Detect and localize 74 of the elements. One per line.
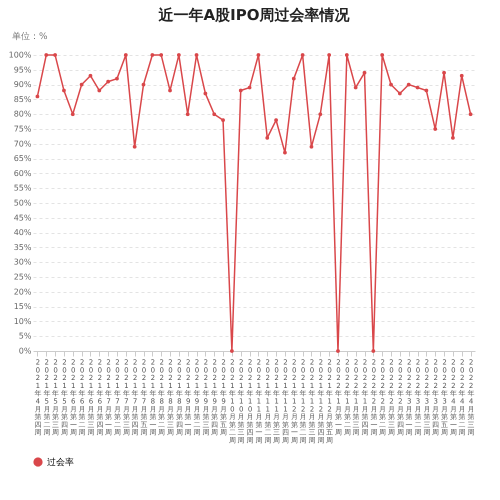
y-tick-label: 85% — [14, 94, 32, 104]
y-tick-label: 65% — [14, 154, 32, 164]
point — [248, 86, 252, 90]
point — [70, 112, 75, 116]
point — [230, 349, 234, 353]
point — [115, 76, 119, 81]
y-tick-label: 70% — [14, 139, 32, 148]
y-tick-label: 30% — [14, 258, 32, 267]
point — [168, 88, 172, 92]
point — [318, 112, 322, 116]
y-tick-label: 95% — [14, 65, 32, 74]
point — [442, 70, 446, 75]
point — [142, 82, 146, 86]
y-tick-label: 10% — [14, 316, 32, 326]
point — [468, 112, 472, 116]
y-tick-label: 50% — [14, 198, 32, 208]
point — [380, 53, 384, 57]
point — [371, 349, 376, 353]
point — [336, 349, 340, 353]
y-tick-label: 5% — [18, 332, 32, 341]
point — [310, 144, 314, 149]
y-tick-label: 90% — [14, 80, 32, 90]
point — [406, 82, 411, 86]
y-tick-label: 15% — [14, 302, 32, 312]
point — [132, 144, 137, 149]
point — [176, 53, 181, 57]
point — [398, 92, 402, 96]
point — [433, 127, 438, 131]
point — [265, 136, 270, 140]
y-tick-label: 20% — [14, 287, 32, 296]
y-tick-label: 80% — [14, 110, 32, 119]
point — [221, 118, 225, 122]
point — [424, 88, 428, 92]
point — [62, 88, 66, 92]
point — [451, 136, 455, 140]
point — [80, 82, 84, 86]
point — [300, 53, 304, 57]
y-tick-label: 35% — [14, 242, 32, 252]
point — [159, 53, 164, 57]
point — [327, 53, 332, 57]
y-tick-label: 25% — [14, 272, 32, 282]
point — [150, 53, 154, 57]
point — [88, 74, 92, 78]
point — [53, 53, 57, 57]
point — [274, 118, 278, 122]
point — [186, 112, 190, 116]
y-tick-label: 40% — [14, 228, 32, 238]
legend-label: 过会率 — [47, 457, 74, 468]
y-tick-label: 100% — [8, 50, 32, 60]
point — [283, 150, 287, 155]
y-tick-label: 0% — [18, 346, 32, 356]
point — [416, 86, 420, 90]
point — [124, 53, 128, 57]
y-tick-label: 55% — [14, 184, 32, 193]
point — [204, 92, 208, 96]
point — [36, 94, 40, 98]
y-tick-label: 60% — [14, 168, 32, 178]
point — [212, 112, 216, 116]
chart-title: 近一年A股IPO周过会率情况 — [158, 6, 350, 24]
text: 单位：% — [12, 30, 48, 43]
y-tick-label: 75% — [14, 124, 32, 134]
point — [389, 82, 393, 86]
point — [362, 70, 366, 75]
point — [292, 76, 296, 81]
point — [354, 86, 358, 90]
point — [256, 53, 260, 57]
point — [44, 53, 48, 57]
point — [344, 53, 349, 57]
point — [238, 88, 243, 92]
point — [106, 80, 110, 84]
point — [460, 74, 464, 78]
point — [97, 88, 102, 92]
y-tick-label: 45% — [14, 213, 32, 222]
point — [194, 53, 198, 57]
